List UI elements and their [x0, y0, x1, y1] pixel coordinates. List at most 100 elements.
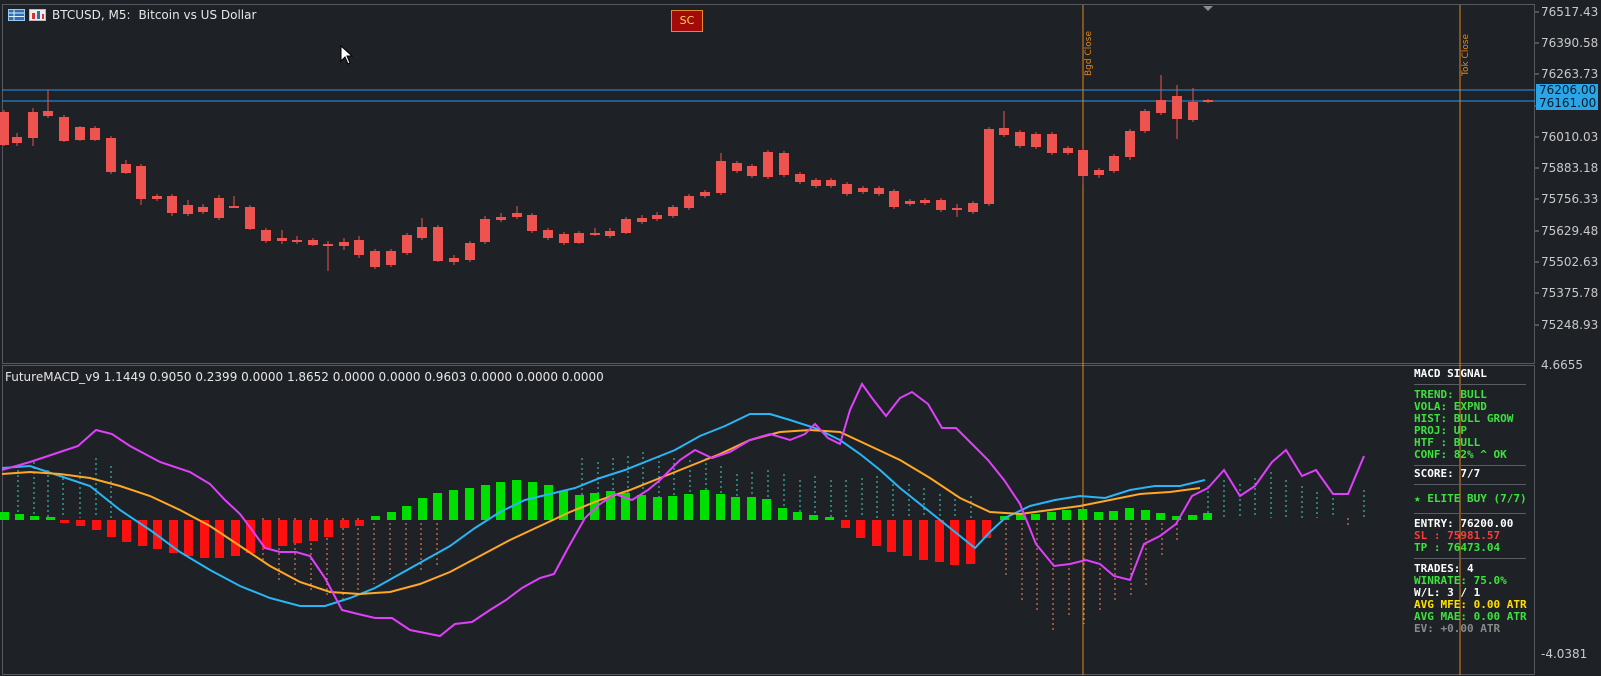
candle-body	[1047, 134, 1057, 153]
panel-elite: ★ ELITE BUY (7/7)	[1414, 492, 1527, 505]
price-axis-label: 76263.73	[1541, 67, 1599, 81]
histogram-bar	[684, 494, 693, 520]
histogram-bar	[778, 508, 787, 520]
candle-body	[370, 251, 380, 267]
candle-body	[152, 196, 162, 199]
candle-body	[747, 166, 757, 176]
candle-body	[449, 258, 459, 262]
histogram-bar	[637, 495, 646, 520]
histogram-bar	[107, 520, 116, 537]
histogram-bar	[762, 499, 771, 520]
candle-body	[245, 207, 255, 229]
indicator-title: FutureMACD_v9 1.1449 0.9050 0.2399 0.000…	[5, 370, 604, 384]
histogram-bar	[231, 520, 240, 556]
scroll-marker-icon	[1203, 6, 1213, 11]
panel-entry: ENTRY: 76200.00	[1414, 517, 1514, 530]
histogram-bar	[856, 520, 865, 538]
histogram-bar	[200, 520, 209, 558]
price-tag-upper: 76206.00	[1536, 84, 1598, 97]
candle-body	[936, 200, 946, 210]
histogram-bar	[544, 485, 553, 520]
sc-button[interactable]: SC	[671, 10, 703, 32]
histogram-bar	[982, 520, 991, 538]
candle-body	[229, 206, 239, 208]
candle-body	[43, 111, 53, 116]
candle-body	[214, 198, 224, 218]
candle-body	[527, 215, 537, 231]
candle-body	[308, 240, 318, 245]
candle-body	[968, 203, 978, 212]
histogram-bar	[809, 515, 818, 520]
price-axis-label: 75375.78	[1541, 286, 1599, 300]
price-axis-label: 76390.58	[1541, 36, 1599, 50]
histogram-bar	[402, 506, 411, 520]
chart-icon[interactable]	[29, 8, 46, 22]
candle-body	[716, 161, 726, 193]
price-chart-pane[interactable]	[2, 4, 1535, 364]
candle-body	[952, 208, 962, 210]
candle-body	[480, 219, 490, 242]
candle-body	[1125, 131, 1135, 157]
histogram-bar	[371, 516, 380, 520]
panel-vola: VOLA: EXPND	[1414, 400, 1487, 413]
price-axis-label: 75756.33	[1541, 192, 1599, 206]
histogram-bar	[76, 520, 85, 526]
candle-body	[496, 217, 506, 220]
candle-body	[543, 230, 553, 238]
candle-body	[1063, 148, 1073, 153]
candle-body	[59, 117, 69, 141]
panel-trend: TREND: BULL	[1414, 388, 1487, 401]
candle-body	[811, 180, 821, 186]
panel-proj: PROJ: UP	[1414, 424, 1467, 437]
chart-symbol: BTCUSD, M5:	[52, 8, 131, 22]
histogram-bar	[935, 520, 944, 562]
candle-body	[1078, 150, 1088, 176]
histogram-bar	[1141, 510, 1150, 520]
table-icon[interactable]	[8, 8, 25, 22]
candle-body	[339, 242, 349, 246]
candle-body	[826, 180, 836, 186]
histogram-bar	[262, 520, 271, 549]
candle-body	[277, 238, 287, 241]
panel-header: MACD SIGNAL	[1414, 367, 1487, 380]
candle-body	[574, 233, 584, 243]
histogram-bar	[433, 493, 442, 520]
histogram-bar	[496, 482, 505, 520]
candle-body	[402, 235, 412, 253]
panel-hist: HIST: BULL GROW	[1414, 412, 1514, 425]
histogram-bar	[950, 520, 959, 565]
histogram-bar	[700, 490, 709, 520]
histogram-bar	[60, 520, 69, 523]
panel-avg-mfe: AVG MFE: 0.00 ATR	[1414, 598, 1527, 611]
histogram-bar	[324, 520, 333, 537]
candle-body	[1015, 132, 1025, 146]
histogram-bar	[668, 496, 677, 520]
histogram-bar	[1047, 512, 1056, 520]
histogram-bar	[481, 485, 490, 520]
panel-divider	[1414, 513, 1526, 514]
panel-winrate: WINRATE: 75.0%	[1414, 574, 1507, 587]
candle-body	[920, 200, 930, 203]
candle-body	[1140, 111, 1150, 131]
candle-body	[465, 243, 475, 260]
candle-body	[433, 227, 443, 261]
session-label: Tok Close	[1461, 33, 1471, 77]
macd-signal-panel: MACD SIGNAL TREND: BULL VOLA: EXPND HIST…	[1414, 368, 1532, 635]
histogram-bar	[512, 480, 521, 520]
histogram-bar	[825, 517, 834, 520]
price-axis-label: 75502.63	[1541, 255, 1599, 269]
candle-body	[75, 127, 85, 140]
candle-body	[1031, 134, 1041, 147]
histogram-bar	[1062, 510, 1071, 520]
panel-divider	[1414, 465, 1526, 466]
histogram-bar	[1156, 513, 1165, 520]
candle-body	[984, 129, 994, 204]
histogram-bar	[528, 482, 537, 520]
candle-body	[858, 188, 868, 192]
histogram-bar	[355, 520, 364, 526]
candle-body	[874, 188, 884, 194]
candle-body	[261, 230, 271, 241]
candle-body	[121, 164, 131, 173]
